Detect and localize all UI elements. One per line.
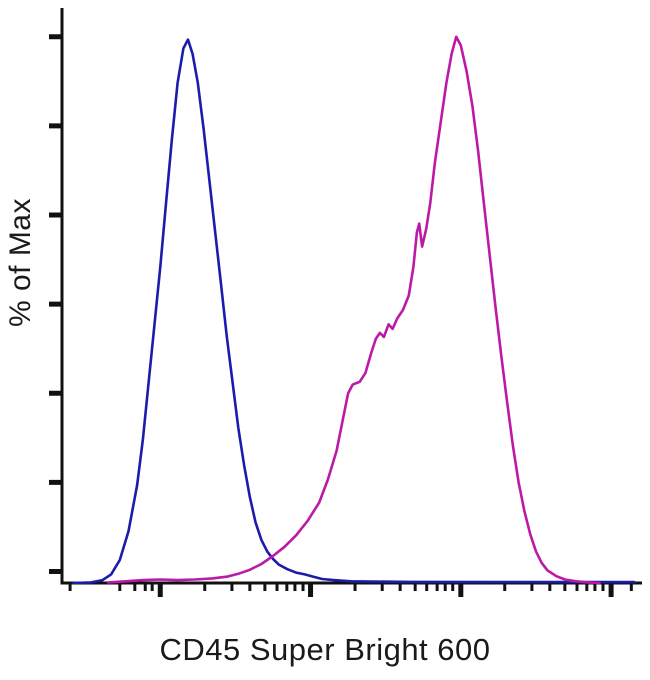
axes — [49, 8, 642, 597]
magenta-histogram-peak — [106, 35, 601, 585]
histogram-curves — [72, 35, 636, 585]
x-axis-label: CD45 Super Bright 600 — [159, 632, 491, 667]
blue-histogram-peak — [72, 38, 636, 585]
y-axis-label: % of Max — [4, 198, 37, 328]
